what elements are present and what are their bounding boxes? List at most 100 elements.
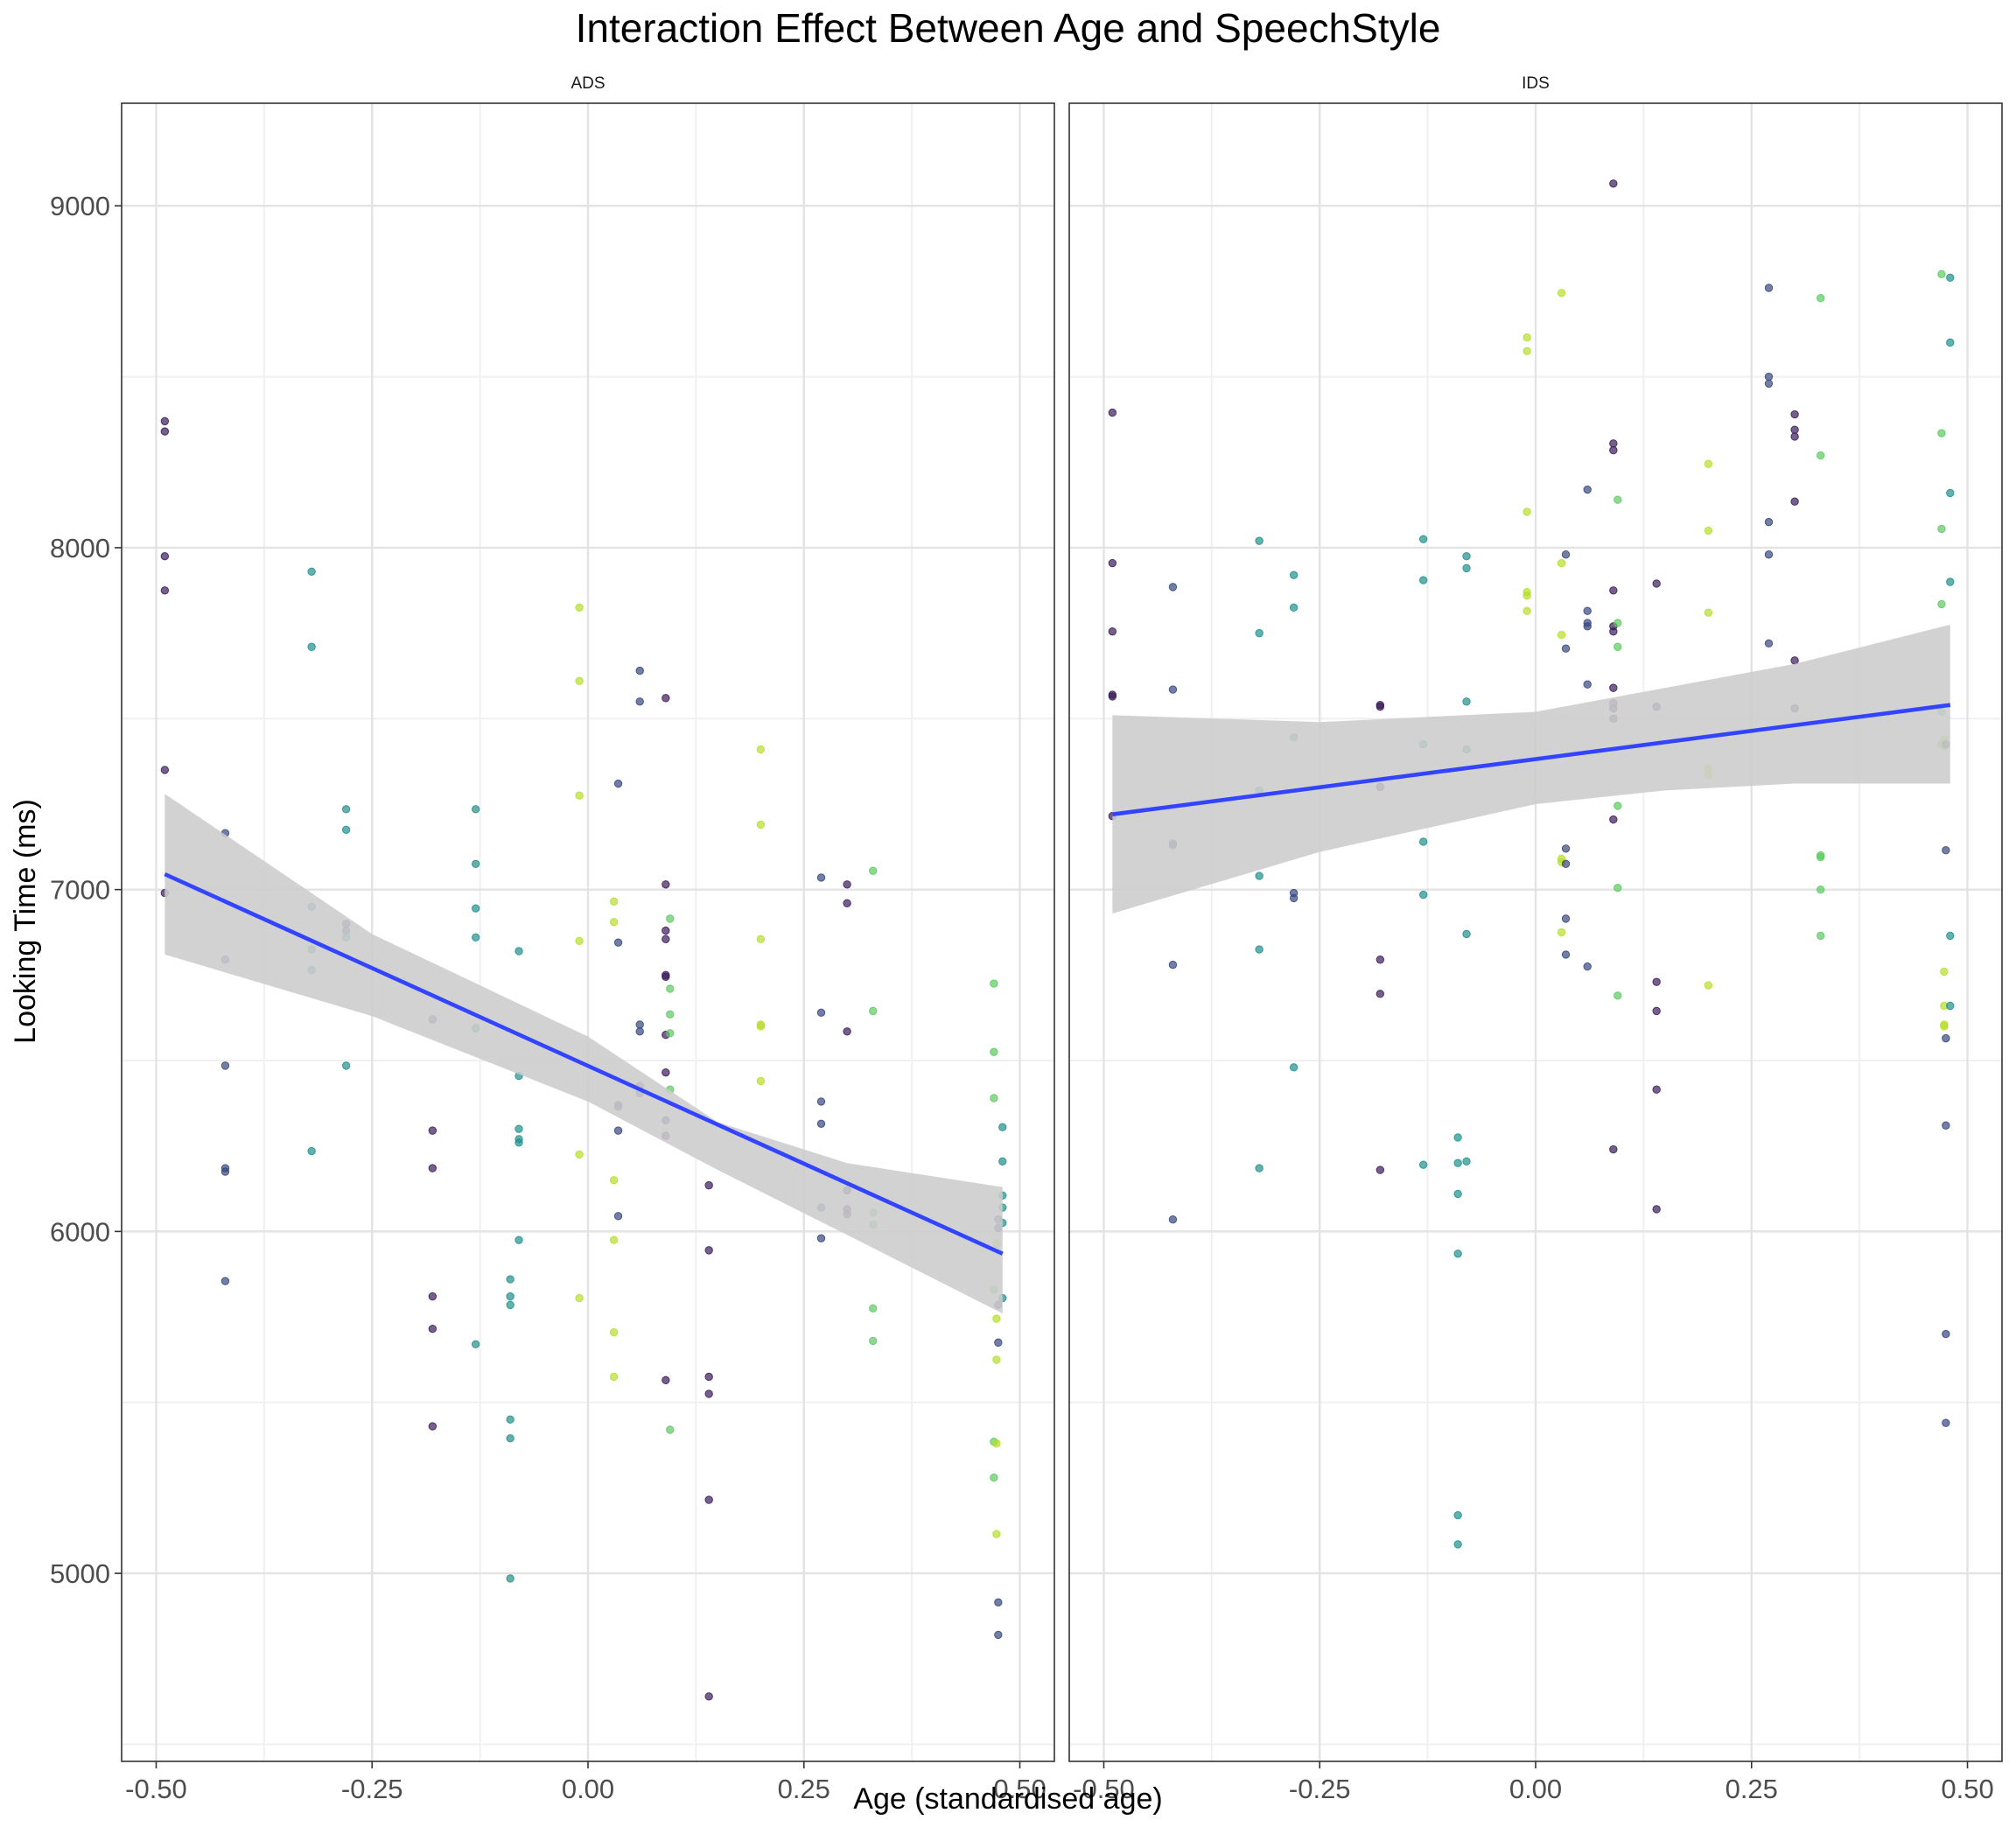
data-point <box>994 1598 1003 1607</box>
data-point <box>514 1138 523 1147</box>
data-point <box>1946 931 1955 941</box>
data-point <box>1764 550 1774 559</box>
data-point <box>471 933 480 942</box>
data-point <box>160 766 170 774</box>
x-tick-label: -0.50 <box>125 1774 187 1804</box>
data-point <box>1376 990 1385 998</box>
data-point <box>1946 488 1955 498</box>
data-point <box>1418 535 1428 543</box>
data-point <box>1609 445 1618 455</box>
data-point <box>1942 1418 1950 1427</box>
data-point <box>666 984 675 993</box>
data-point <box>1289 893 1298 903</box>
data-point <box>1942 1329 1950 1339</box>
data-point <box>994 1630 1003 1640</box>
data-point <box>1561 550 1571 559</box>
data-point <box>1764 517 1774 527</box>
data-point <box>1942 1121 1950 1130</box>
data-point <box>160 427 170 436</box>
data-point <box>609 897 619 906</box>
data-point <box>1557 928 1566 937</box>
panels: ADS IDS <box>121 74 2003 1762</box>
data-point <box>1790 656 1799 665</box>
data-point <box>990 979 998 988</box>
data-point <box>220 1277 230 1285</box>
data-point <box>1940 1022 1949 1031</box>
data-point <box>1108 692 1117 701</box>
data-point <box>998 1157 1007 1166</box>
data-point <box>609 1372 619 1382</box>
data-point <box>869 1006 878 1016</box>
data-point <box>609 1327 619 1337</box>
data-point <box>575 603 584 612</box>
data-point <box>1652 977 1661 986</box>
data-point <box>1462 564 1471 573</box>
x-tick-label: 0.00 <box>1509 1774 1562 1804</box>
data-point <box>1764 379 1774 388</box>
trend-line <box>164 872 1004 1256</box>
data-point <box>1557 558 1566 568</box>
data-point <box>1764 372 1774 382</box>
data-point <box>998 1123 1007 1131</box>
data-point <box>869 1336 878 1346</box>
data-point <box>613 1212 623 1221</box>
data-point <box>1418 576 1428 584</box>
data-point <box>662 972 670 981</box>
data-point <box>160 586 170 595</box>
data-point <box>1376 956 1385 964</box>
data-point <box>1255 536 1264 545</box>
data-point <box>1289 570 1298 579</box>
data-point <box>160 552 170 561</box>
data-point <box>1462 1157 1471 1166</box>
data-point <box>1561 950 1571 959</box>
confidence-band <box>164 794 1003 1314</box>
data-point <box>341 1061 351 1070</box>
data-point <box>1609 586 1618 595</box>
data-point <box>816 1008 826 1018</box>
data-point <box>666 1010 675 1018</box>
data-point <box>756 820 766 830</box>
data-point <box>1816 885 1825 894</box>
data-point <box>1561 914 1571 923</box>
x-tick-label: 0.00 <box>562 1774 614 1804</box>
data-point <box>1652 1205 1661 1214</box>
data-point <box>428 1422 438 1431</box>
data-point <box>1609 439 1618 448</box>
x-tick-labels: -0.50 -0.25 0.00 0.25 0.50 -0.50 -0.25 0.00 0.25… <box>125 1761 1994 1804</box>
data-point <box>843 1027 851 1036</box>
data-point <box>575 1293 584 1303</box>
data-point <box>1946 578 1955 586</box>
data-point <box>756 1076 766 1086</box>
data-point <box>1462 697 1471 706</box>
data-point <box>662 934 670 944</box>
data-point <box>220 1061 230 1070</box>
data-point <box>1816 294 1825 303</box>
data-point <box>635 697 644 706</box>
panel-strip-label: ADS <box>570 74 605 93</box>
data-point <box>1418 890 1428 900</box>
data-point <box>1453 1510 1462 1520</box>
data-point <box>1583 606 1592 615</box>
data-point <box>307 642 316 651</box>
data-point <box>1462 929 1471 939</box>
x-tick-label: -0.25 <box>1289 1774 1351 1804</box>
data-point <box>1816 852 1825 862</box>
data-point <box>816 1119 826 1129</box>
data-point <box>1418 1160 1428 1169</box>
data-points <box>160 416 1007 1701</box>
data-point <box>609 918 619 927</box>
y-axis-title: Looking Time (ms) <box>9 799 42 1044</box>
x-tick-label: -0.50 <box>1073 1774 1135 1804</box>
panel-strip-label: IDS <box>1522 74 1550 93</box>
x-axis-title: Age (standardised age) <box>853 1782 1162 1816</box>
data-point <box>1522 591 1531 600</box>
data-point <box>869 1304 878 1312</box>
data-point <box>514 1236 523 1244</box>
data-point <box>843 899 851 907</box>
data-point <box>816 1097 826 1106</box>
data-point <box>1108 408 1117 417</box>
data-point <box>1652 1085 1661 1094</box>
data-point <box>1816 931 1825 941</box>
data-point <box>1453 1189 1462 1199</box>
